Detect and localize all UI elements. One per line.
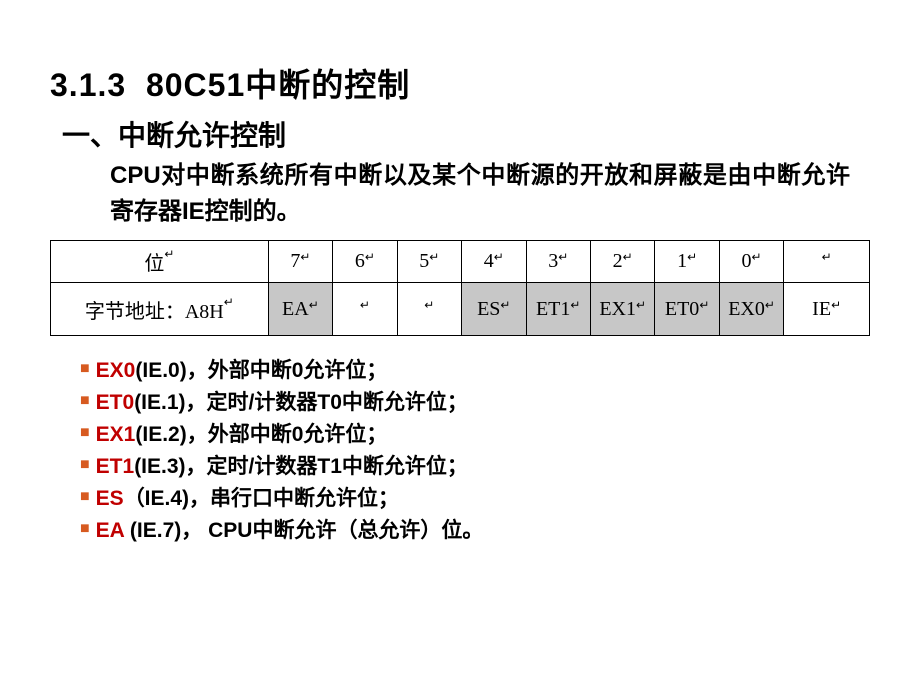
reg-name-cell: IE↵ [784,283,870,336]
bit-paren: （IE.4) [124,487,189,510]
sub-title: 一、中断允许控制 [62,114,870,154]
bullet-icon: ■ [80,489,90,505]
bit-cell: ES↵ [462,283,526,336]
register-table: 位↵ 7↵ 6↵ 5↵ 4↵ 3↵ 2↵ 1↵ 0↵ ↵ 字节地址：A8H↵ E… [50,240,870,336]
list-item: ■ EX1(IE.2)，外部中断0允许位； [80,418,870,448]
bit-name: EX0 [96,359,136,382]
bit-paren: (IE.0) [135,359,186,382]
paragraph: CPU对中断系统所有中断以及某个中断源的开放和屏蔽是由中断允许寄存器IE控制的。 [110,158,850,230]
bit-cell: ET1↵ [526,283,590,336]
bit-cell: EX1↵ [590,283,654,336]
row-label: 字节地址：A8H↵ [51,283,269,336]
bit-header: 4↵ [462,241,526,283]
bit-header: 2↵ [590,241,654,283]
bit-name: ES [96,487,124,510]
table-data-row: 字节地址：A8H↵ EA↵ ↵ ↵ ES↵ ET1↵ EX1↵ ET0↵ EX0… [51,283,870,336]
list-item: ■ ET0(IE.1)，定时/计数器T0中断允许位； [80,386,870,416]
bit-name: ET0 [96,391,135,414]
bit-paren: (IE.7)， [124,519,202,542]
list-item: ■ ET1(IE.3)，定时/计数器T1中断允许位； [80,450,870,480]
bit-paren: (IE.3) [134,455,185,478]
bit-cell: EA↵ [268,283,332,336]
list-item: ■ ES（IE.4)，串行口中断允许位； [80,482,870,512]
bit-header: 6↵ [333,241,397,283]
bit-desc: ，定时/计数器T1中断允许位； [186,455,468,478]
bit-header: 7↵ [268,241,332,283]
list-item: ■ EX0(IE.0)，外部中断0允许位； [80,354,870,384]
bit-paren: (IE.1) [134,391,185,414]
bit-cell: ↵ [397,283,461,336]
bit-name: ET1 [96,455,135,478]
bit-cell: EX0↵ [719,283,783,336]
bit-header: 3↵ [526,241,590,283]
bit-desc: ，外部中断0允许位； [187,359,388,382]
bit-name: EX1 [96,423,136,446]
register-table-wrap: 位↵ 7↵ 6↵ 5↵ 4↵ 3↵ 2↵ 1↵ 0↵ ↵ 字节地址：A8H↵ E… [50,240,870,336]
header-empty: ↵ [784,241,870,283]
header-label: 位↵ [51,241,269,283]
bullet-icon: ■ [80,521,90,537]
bit-header: 5↵ [397,241,461,283]
bullet-icon: ■ [80,425,90,441]
list-item: ■ EA (IE.7)， CPU中断允许（总允许）位。 [80,514,870,544]
table-header-row: 位↵ 7↵ 6↵ 5↵ 4↵ 3↵ 2↵ 1↵ 0↵ ↵ [51,241,870,283]
section-heading: 80C51中断的控制 [146,67,410,103]
section-number: 3.1.3 [50,67,126,103]
bit-paren: (IE.2) [135,423,186,446]
bit-description-list: ■ EX0(IE.0)，外部中断0允许位； ■ ET0(IE.1)，定时/计数器… [80,354,870,544]
section-title: 3.1.3 80C51中断的控制 [50,60,870,106]
bullet-icon: ■ [80,361,90,377]
bullet-icon: ■ [80,393,90,409]
bit-desc: ，外部中断0允许位； [187,423,388,446]
bit-desc: ，定时/计数器T0中断允许位； [186,391,468,414]
bullet-icon: ■ [80,457,90,473]
bit-cell: ↵ [333,283,397,336]
page: 3.1.3 80C51中断的控制 一、中断允许控制 CPU对中断系统所有中断以及… [0,0,920,566]
bit-desc: CPU中断允许（总允许）位。 [202,519,483,542]
bit-header: 1↵ [655,241,719,283]
bit-header: 0↵ [719,241,783,283]
bit-name: EA [96,519,124,542]
bit-cell: ET0↵ [655,283,719,336]
bit-desc: ，串行口中断允许位； [189,487,399,510]
